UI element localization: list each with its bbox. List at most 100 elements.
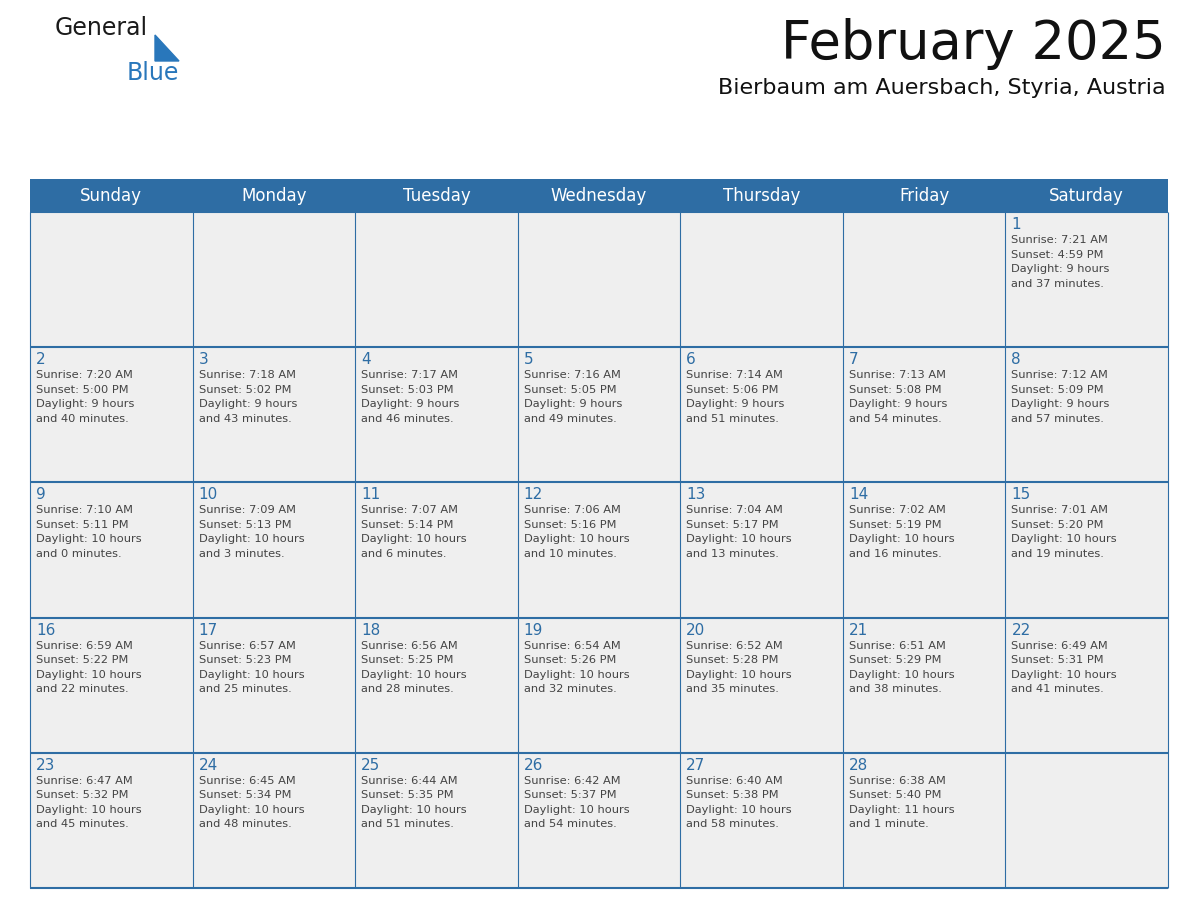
Text: Sunrise: 6:40 AM: Sunrise: 6:40 AM xyxy=(687,776,783,786)
Text: Daylight: 9 hours: Daylight: 9 hours xyxy=(849,399,947,409)
Text: Sunset: 5:05 PM: Sunset: 5:05 PM xyxy=(524,385,617,395)
Text: and 25 minutes.: and 25 minutes. xyxy=(198,684,291,694)
Text: Daylight: 11 hours: Daylight: 11 hours xyxy=(849,805,954,815)
Text: and 43 minutes.: and 43 minutes. xyxy=(198,414,291,424)
Text: and 41 minutes.: and 41 minutes. xyxy=(1011,684,1104,694)
Bar xyxy=(518,618,681,753)
Text: Daylight: 10 hours: Daylight: 10 hours xyxy=(687,534,792,544)
Bar xyxy=(518,347,681,482)
Text: Sunrise: 6:51 AM: Sunrise: 6:51 AM xyxy=(849,641,946,651)
Text: Sunrise: 6:52 AM: Sunrise: 6:52 AM xyxy=(687,641,783,651)
Text: Sunrise: 7:04 AM: Sunrise: 7:04 AM xyxy=(687,506,783,515)
Bar xyxy=(1005,212,1168,347)
Text: 20: 20 xyxy=(687,622,706,638)
Bar xyxy=(681,618,842,753)
Text: and 3 minutes.: and 3 minutes. xyxy=(198,549,284,559)
Text: Sunset: 5:06 PM: Sunset: 5:06 PM xyxy=(687,385,779,395)
Text: Sunset: 5:13 PM: Sunset: 5:13 PM xyxy=(198,520,291,530)
Bar xyxy=(1005,753,1168,888)
Text: Sunrise: 7:21 AM: Sunrise: 7:21 AM xyxy=(1011,235,1108,245)
Text: 2: 2 xyxy=(36,353,45,367)
Text: and 35 minutes.: and 35 minutes. xyxy=(687,684,779,694)
Bar xyxy=(681,482,842,618)
Text: 5: 5 xyxy=(524,353,533,367)
Text: Sunrise: 7:07 AM: Sunrise: 7:07 AM xyxy=(361,506,459,515)
Bar xyxy=(842,347,1005,482)
Text: Daylight: 10 hours: Daylight: 10 hours xyxy=(36,805,141,815)
Bar xyxy=(192,618,355,753)
Bar xyxy=(30,347,192,482)
Text: Sunrise: 7:09 AM: Sunrise: 7:09 AM xyxy=(198,506,296,515)
Text: Sunset: 5:25 PM: Sunset: 5:25 PM xyxy=(361,655,454,666)
Text: 24: 24 xyxy=(198,757,217,773)
Text: Sunset: 4:59 PM: Sunset: 4:59 PM xyxy=(1011,250,1104,260)
Text: 28: 28 xyxy=(849,757,868,773)
Text: and 57 minutes.: and 57 minutes. xyxy=(1011,414,1105,424)
Text: and 54 minutes.: and 54 minutes. xyxy=(849,414,942,424)
Text: Thursday: Thursday xyxy=(722,186,801,205)
Bar xyxy=(355,347,518,482)
Text: and 51 minutes.: and 51 minutes. xyxy=(687,414,779,424)
Text: Sunset: 5:37 PM: Sunset: 5:37 PM xyxy=(524,790,617,800)
Text: Sunrise: 6:49 AM: Sunrise: 6:49 AM xyxy=(1011,641,1108,651)
Text: Sunset: 5:03 PM: Sunset: 5:03 PM xyxy=(361,385,454,395)
Text: Sunrise: 7:16 AM: Sunrise: 7:16 AM xyxy=(524,370,620,380)
Text: Sunset: 5:20 PM: Sunset: 5:20 PM xyxy=(1011,520,1104,530)
Text: Sunrise: 6:59 AM: Sunrise: 6:59 AM xyxy=(36,641,133,651)
Text: 4: 4 xyxy=(361,353,371,367)
Text: Sunset: 5:32 PM: Sunset: 5:32 PM xyxy=(36,790,128,800)
Text: Sunrise: 7:18 AM: Sunrise: 7:18 AM xyxy=(198,370,296,380)
Text: and 37 minutes.: and 37 minutes. xyxy=(1011,278,1105,288)
Text: Sunrise: 6:57 AM: Sunrise: 6:57 AM xyxy=(198,641,296,651)
Bar xyxy=(518,212,681,347)
Text: 27: 27 xyxy=(687,757,706,773)
Text: and 0 minutes.: and 0 minutes. xyxy=(36,549,121,559)
Text: Daylight: 10 hours: Daylight: 10 hours xyxy=(1011,669,1117,679)
Text: Daylight: 10 hours: Daylight: 10 hours xyxy=(1011,534,1117,544)
Text: Sunset: 5:02 PM: Sunset: 5:02 PM xyxy=(198,385,291,395)
Text: 12: 12 xyxy=(524,487,543,502)
Text: Sunset: 5:00 PM: Sunset: 5:00 PM xyxy=(36,385,128,395)
Polygon shape xyxy=(154,35,179,61)
Bar xyxy=(681,753,842,888)
Text: Sunset: 5:38 PM: Sunset: 5:38 PM xyxy=(687,790,779,800)
Text: Daylight: 10 hours: Daylight: 10 hours xyxy=(849,534,954,544)
Text: Daylight: 10 hours: Daylight: 10 hours xyxy=(36,534,141,544)
Text: Sunrise: 7:06 AM: Sunrise: 7:06 AM xyxy=(524,506,620,515)
Text: Sunrise: 6:47 AM: Sunrise: 6:47 AM xyxy=(36,776,133,786)
Bar xyxy=(681,347,842,482)
Text: Sunrise: 6:45 AM: Sunrise: 6:45 AM xyxy=(198,776,296,786)
Text: Daylight: 10 hours: Daylight: 10 hours xyxy=(687,805,792,815)
Text: Daylight: 10 hours: Daylight: 10 hours xyxy=(524,534,630,544)
Text: Sunset: 5:40 PM: Sunset: 5:40 PM xyxy=(849,790,941,800)
Text: and 6 minutes.: and 6 minutes. xyxy=(361,549,447,559)
Bar xyxy=(192,212,355,347)
Text: and 10 minutes.: and 10 minutes. xyxy=(524,549,617,559)
Text: Daylight: 9 hours: Daylight: 9 hours xyxy=(1011,399,1110,409)
Bar xyxy=(681,212,842,347)
Text: Daylight: 10 hours: Daylight: 10 hours xyxy=(361,669,467,679)
Bar xyxy=(192,753,355,888)
Text: and 13 minutes.: and 13 minutes. xyxy=(687,549,779,559)
Text: 1: 1 xyxy=(1011,217,1020,232)
Text: Sunset: 5:34 PM: Sunset: 5:34 PM xyxy=(198,790,291,800)
Bar xyxy=(30,212,192,347)
Text: Sunset: 5:08 PM: Sunset: 5:08 PM xyxy=(849,385,941,395)
Bar xyxy=(30,753,192,888)
Bar xyxy=(681,179,842,212)
Text: Sunrise: 7:17 AM: Sunrise: 7:17 AM xyxy=(361,370,459,380)
Text: and 38 minutes.: and 38 minutes. xyxy=(849,684,942,694)
Text: 18: 18 xyxy=(361,622,380,638)
Text: Sunrise: 7:10 AM: Sunrise: 7:10 AM xyxy=(36,506,133,515)
Text: Daylight: 9 hours: Daylight: 9 hours xyxy=(198,399,297,409)
Text: 15: 15 xyxy=(1011,487,1031,502)
Text: and 40 minutes.: and 40 minutes. xyxy=(36,414,128,424)
Text: and 22 minutes.: and 22 minutes. xyxy=(36,684,128,694)
Text: and 51 minutes.: and 51 minutes. xyxy=(361,819,454,829)
Bar xyxy=(192,482,355,618)
Text: Sunrise: 6:42 AM: Sunrise: 6:42 AM xyxy=(524,776,620,786)
Text: Daylight: 10 hours: Daylight: 10 hours xyxy=(849,669,954,679)
Bar xyxy=(355,212,518,347)
Text: 3: 3 xyxy=(198,353,208,367)
Text: Daylight: 10 hours: Daylight: 10 hours xyxy=(198,669,304,679)
